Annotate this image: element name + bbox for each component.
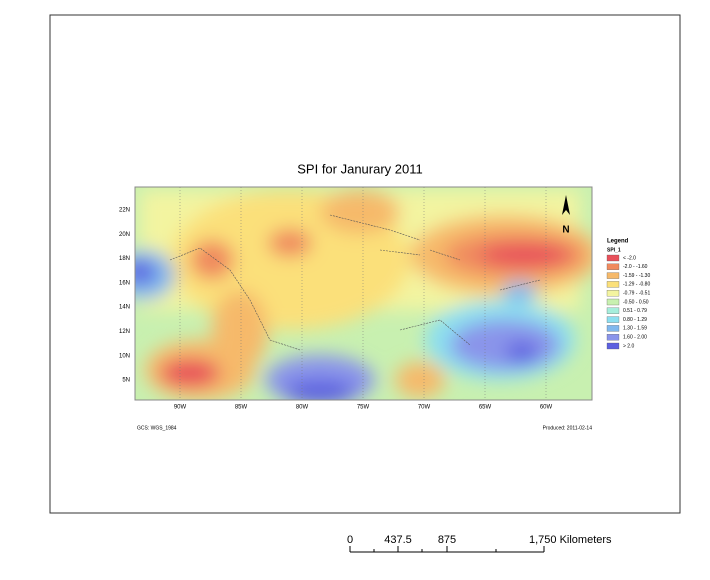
- map-frame: [134, 186, 593, 401]
- scale-label: 0: [347, 534, 353, 546]
- lon-label: 60W: [540, 405, 553, 411]
- lat-label: 20N: [119, 232, 130, 238]
- legend-swatch: [606, 307, 620, 314]
- legend-swatch: [606, 263, 620, 270]
- legend-swatch: [606, 281, 620, 288]
- legend-label: -1.29 - -0.80: [623, 282, 650, 288]
- lon-label: 85W: [235, 405, 248, 411]
- lon-label: 90W: [174, 405, 187, 411]
- lat-label: 18N: [119, 256, 130, 262]
- legend-swatch: [606, 334, 620, 341]
- lon-label: 65W: [479, 405, 492, 411]
- legend-swatch: [606, 342, 620, 350]
- lat-label: 14N: [119, 305, 130, 311]
- legend-field: SPI_1: [607, 247, 621, 253]
- lat-label: 10N: [119, 353, 130, 359]
- lat-label: 5N: [122, 378, 130, 384]
- footer-right: Produced: 2011-02-14: [543, 425, 593, 431]
- legend-swatch: [606, 290, 620, 297]
- scale-label: 1,750 Kilometers: [529, 534, 612, 546]
- lat-label: 16N: [119, 280, 130, 286]
- svg-text:N: N: [562, 225, 569, 236]
- legend-label: < -2.0: [623, 255, 636, 261]
- legend-label: 1.30 - 1.59: [623, 326, 647, 332]
- legend-swatch: [606, 272, 620, 279]
- legend-label: -0.50 - 0.50: [623, 299, 649, 305]
- legend-label: 0.51 - 0.79: [623, 308, 647, 314]
- scale-label: 875: [438, 534, 456, 546]
- legend-label: -0.79 - -0.51: [623, 291, 650, 297]
- legend-swatch: [606, 316, 620, 323]
- lat-label: 22N: [119, 208, 130, 214]
- north-arrow: N: [562, 195, 570, 236]
- lat-label: 12N: [119, 329, 130, 335]
- legend-heading: Legend: [607, 239, 629, 245]
- lon-label: 75W: [357, 405, 370, 411]
- map-title: SPI for Janurary 2011: [297, 161, 423, 176]
- legend-label: 0.80 - 1.29: [623, 317, 647, 323]
- legend-label: > 2.0: [623, 343, 634, 349]
- legend-label: -1.59 - -1.30: [623, 273, 650, 279]
- legend-label: 1.60 - 2.00: [623, 335, 647, 341]
- legend-swatch: [606, 254, 620, 262]
- footer-left: GCS: WGS_1984: [137, 425, 177, 431]
- legend-swatch: [606, 298, 620, 306]
- spi-surface: [135, 187, 592, 400]
- layout-frame: [49, 14, 681, 514]
- lon-label: 70W: [418, 405, 431, 411]
- scale-bar: [349, 546, 545, 553]
- legend-swatch: [606, 325, 620, 332]
- scale-label: 437.5: [384, 534, 412, 546]
- lon-label: 80W: [296, 405, 309, 411]
- legend-label: -2.0 - -1.60: [623, 264, 648, 270]
